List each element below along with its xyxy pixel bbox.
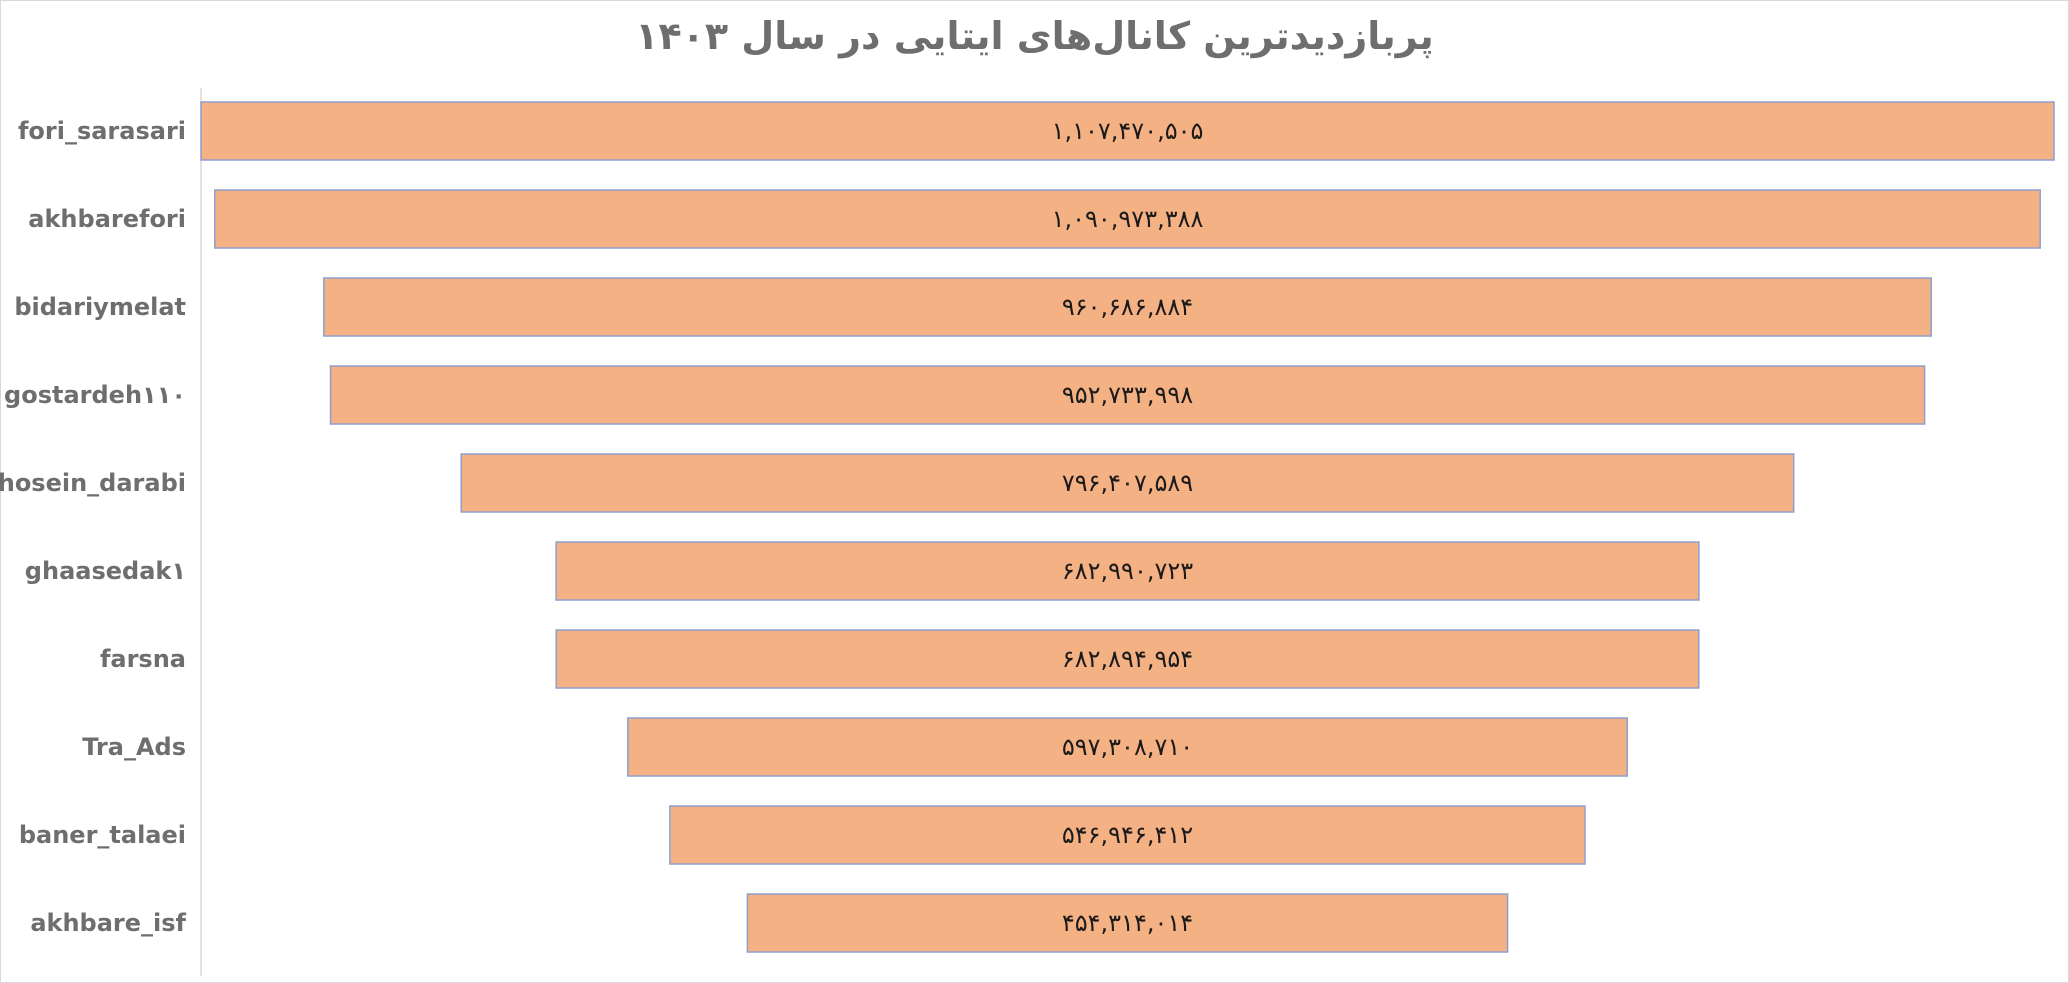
funnel-bar bbox=[555, 541, 1700, 601]
value-label: ۱,۱۰۷,۴۷۰,۵۰۵ bbox=[1052, 117, 1204, 145]
category-label: hosein_darabi bbox=[0, 469, 186, 497]
value-label: ۶۸۲,۸۹۴,۹۵۴ bbox=[1062, 645, 1193, 673]
funnel-bar bbox=[460, 453, 1795, 513]
value-label: ۱,۰۹۰,۹۷۳,۳۸۸ bbox=[1052, 205, 1204, 233]
category-label: baner_talaei bbox=[19, 821, 186, 849]
value-label: ۵۴۶,۹۴۶,۴۱۲ bbox=[1062, 821, 1193, 849]
funnel-bar bbox=[627, 717, 1628, 777]
funnel-bar bbox=[214, 189, 2041, 249]
funnel-bar bbox=[746, 893, 1509, 953]
category-label: gostardeh۱۱۰ bbox=[4, 381, 186, 409]
category-label: fori_sarasari bbox=[18, 117, 186, 145]
value-label: ۴۵۴,۳۱۴,۰۱۴ bbox=[1062, 909, 1193, 937]
category-label: farsna bbox=[100, 645, 186, 673]
chart-title: پربازدیدترین کانال‌های ایتایی در سال ۱۴۰… bbox=[635, 14, 1434, 58]
category-label: akhbare_isf bbox=[30, 909, 186, 937]
value-label: ۵۹۷,۳۰۸,۷۱۰ bbox=[1062, 733, 1193, 761]
funnel-bar bbox=[323, 277, 1932, 337]
category-label: bidariymelat bbox=[14, 293, 186, 321]
funnel-bar bbox=[329, 365, 1926, 425]
category-label: Tra_Ads bbox=[82, 733, 186, 761]
funnel-bar bbox=[669, 805, 1586, 865]
value-label: ۹۵۲,۷۳۳,۹۹۸ bbox=[1062, 381, 1193, 409]
value-label: ۷۹۶,۴۰۷,۵۸۹ bbox=[1062, 469, 1193, 497]
funnel-bar bbox=[200, 101, 2055, 161]
value-label: ۹۶۰,۶۸۶,۸۸۴ bbox=[1062, 293, 1193, 321]
value-label: ۶۸۲,۹۹۰,۷۲۳ bbox=[1062, 557, 1193, 585]
funnel-bar bbox=[555, 629, 1700, 689]
category-label: ghaasedak۱ bbox=[25, 557, 186, 585]
category-label: akhbarefori bbox=[28, 205, 186, 233]
